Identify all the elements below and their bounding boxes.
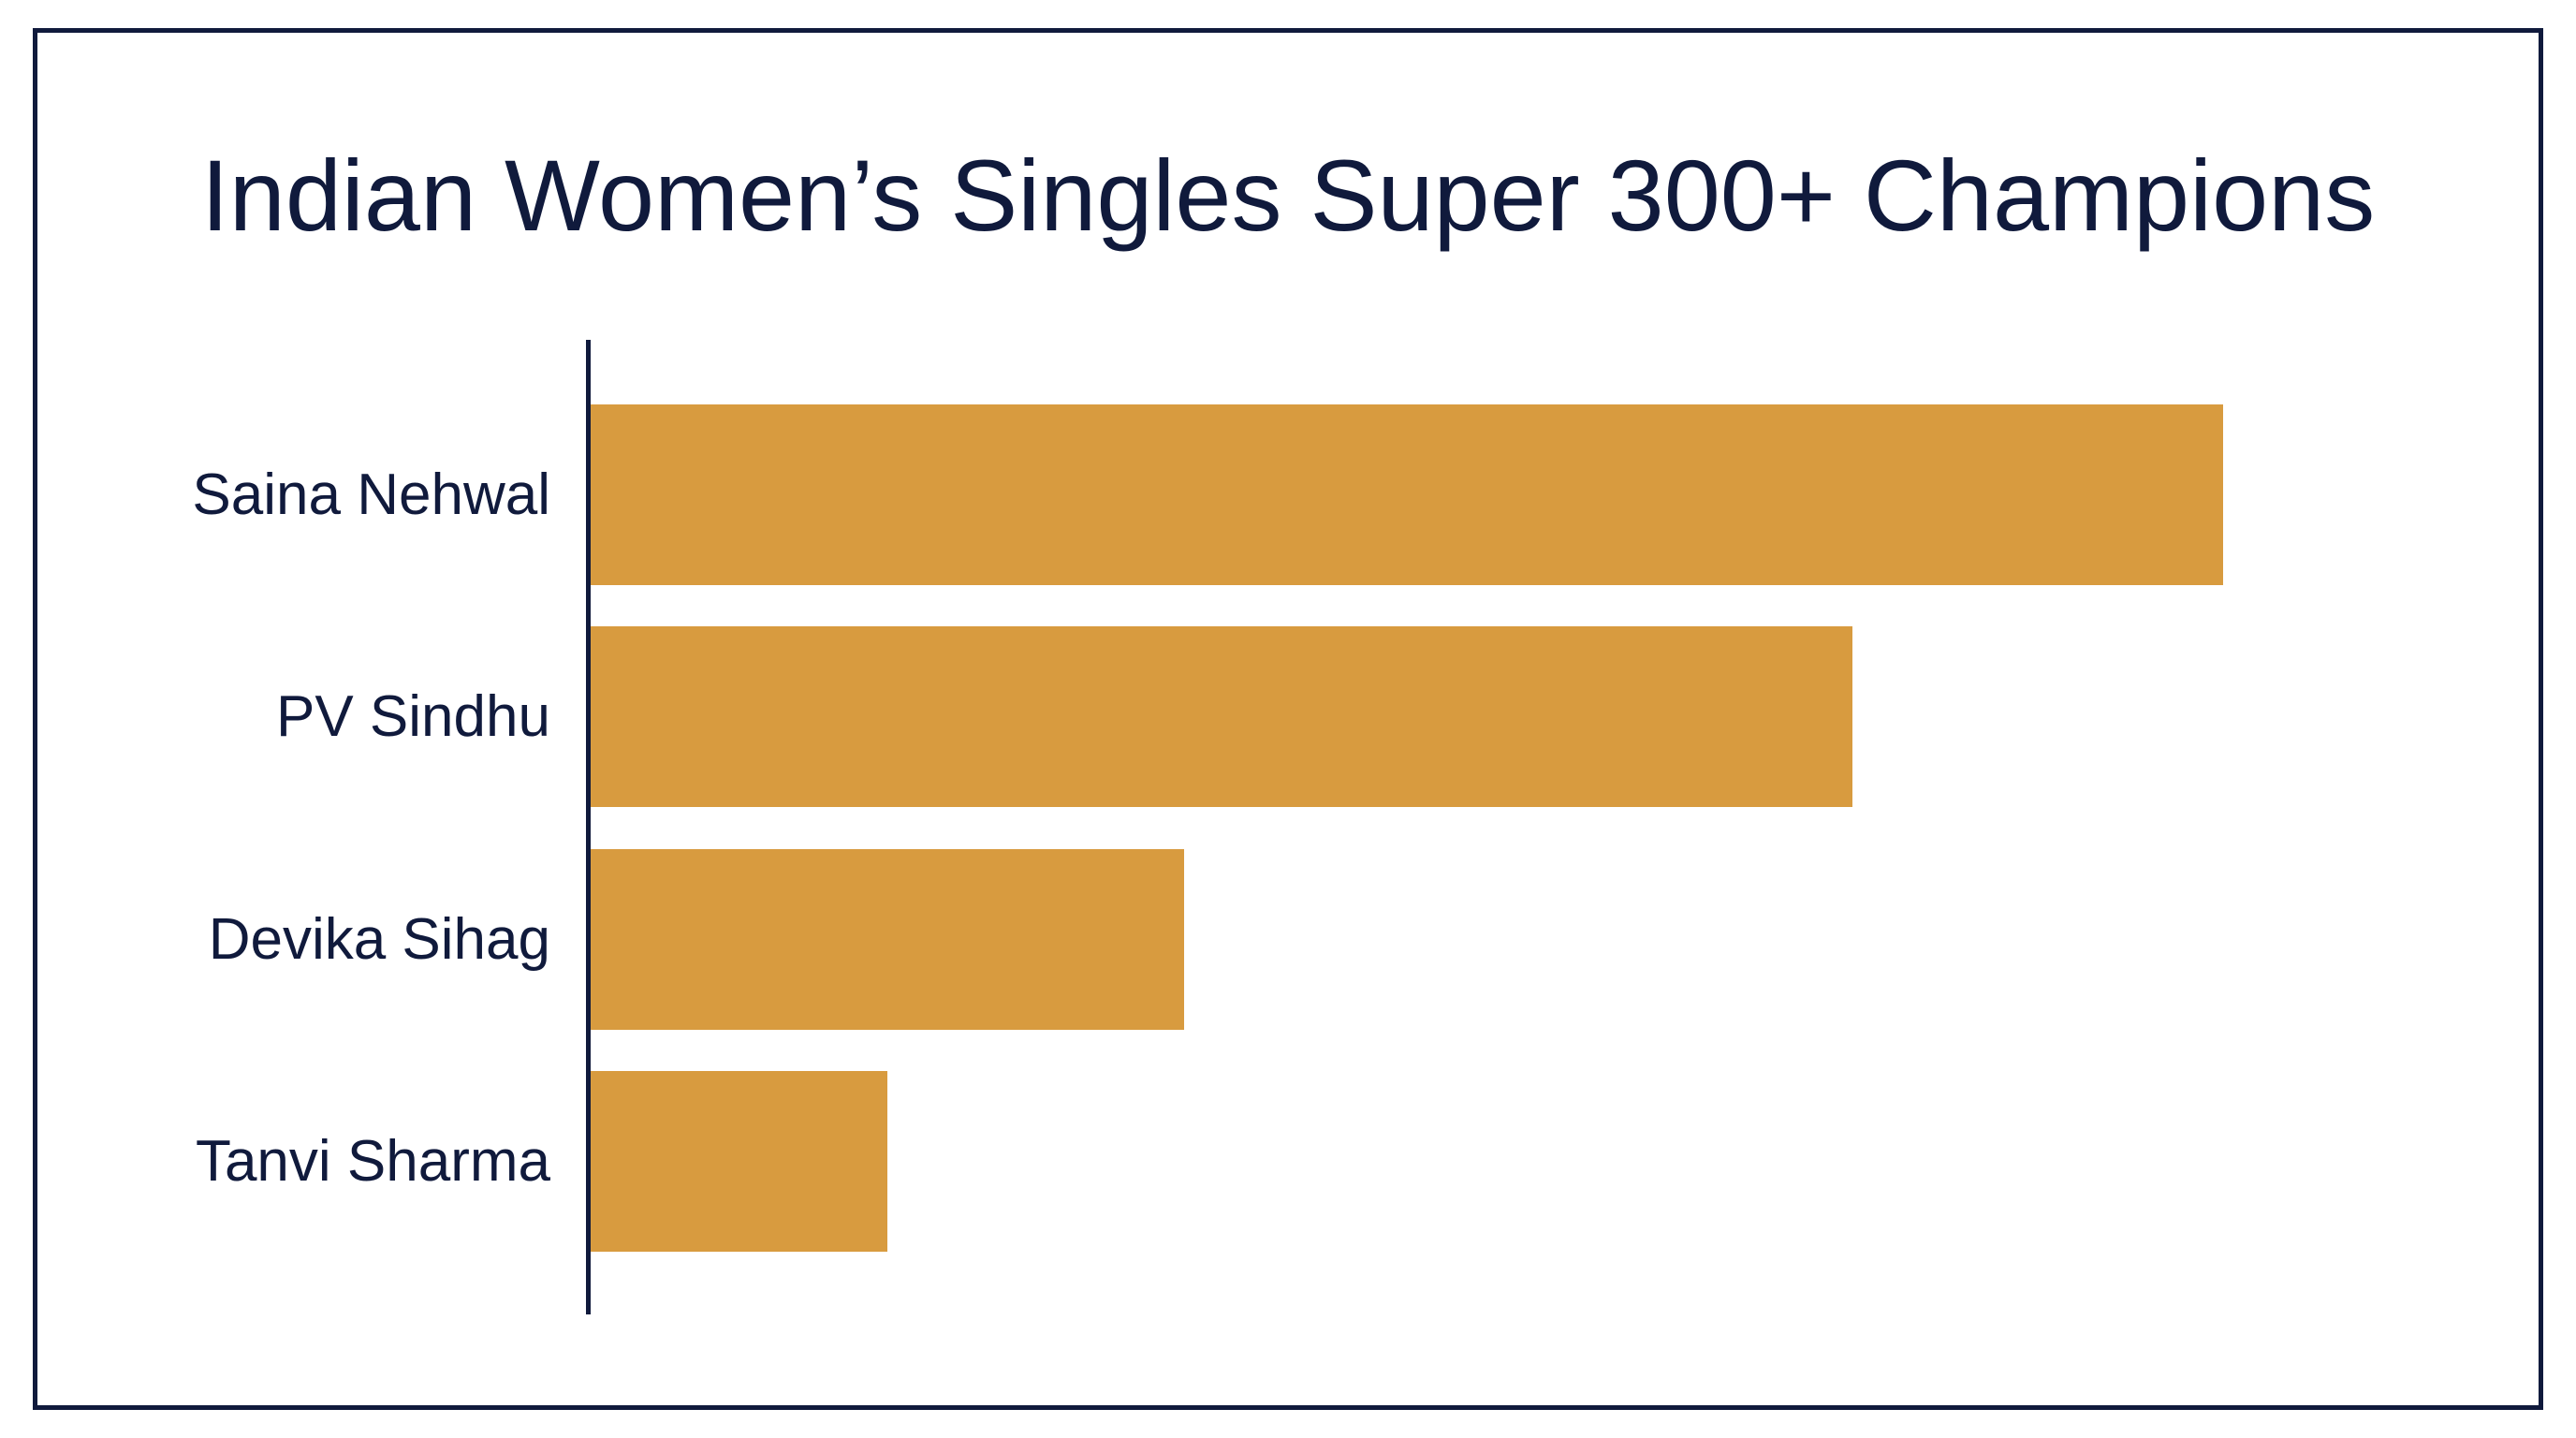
bar-row-devika-sihag: Devika Sihag <box>0 849 2576 1030</box>
y-axis-line <box>586 340 591 1314</box>
bar-row-pv-sindhu: PV Sindhu <box>0 626 2576 807</box>
bar-pv-sindhu <box>591 626 1852 807</box>
y-tick-label-saina-nehwal: Saina Nehwal <box>192 462 550 527</box>
bar-row-saina-nehwal: Saina Nehwal <box>0 404 2576 585</box>
y-tick-label-pv-sindhu: PV Sindhu <box>276 684 550 749</box>
y-tick-label-devika-sihag: Devika Sihag <box>208 907 550 972</box>
bar-row-tanvi-sharma: Tanvi Sharma <box>0 1071 2576 1252</box>
bar-devika-sihag <box>591 849 1185 1030</box>
chart-title: Indian Women’s Singles Super 300+ Champi… <box>200 139 2376 252</box>
y-tick-label-tanvi-sharma: Tanvi Sharma <box>195 1129 550 1194</box>
bar-tanvi-sharma <box>591 1071 888 1252</box>
bar-saina-nehwal <box>591 404 2223 585</box>
chart-frame <box>33 28 2543 1410</box>
